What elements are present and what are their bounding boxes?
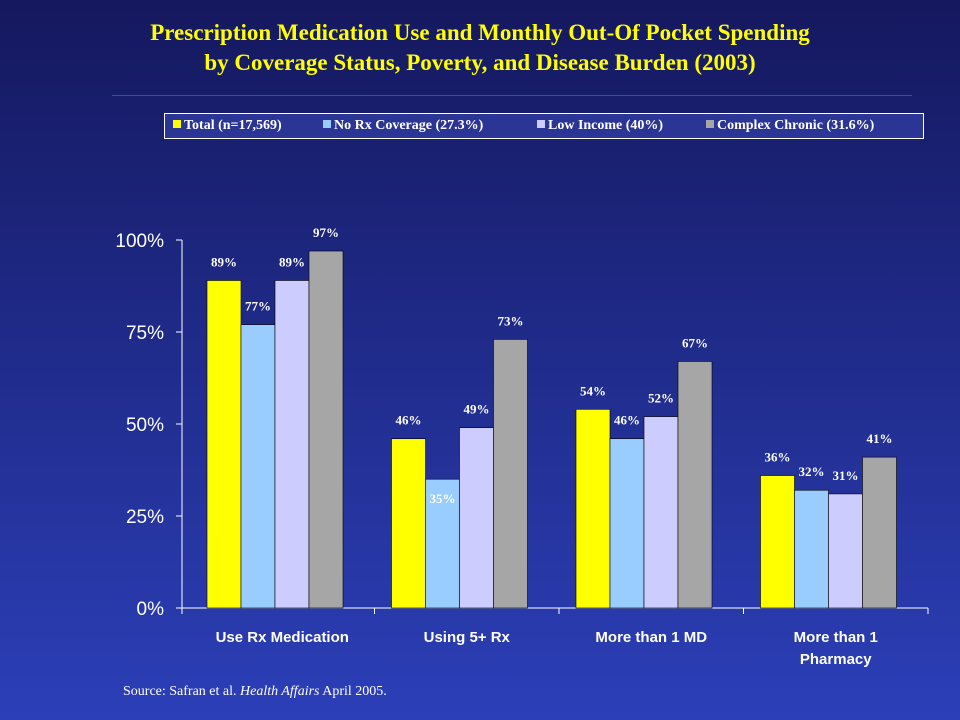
- legend-item-complex-chronic: Complex Chronic (31.6%): [706, 118, 874, 134]
- bar: [609, 438, 645, 609]
- bar: [459, 427, 494, 609]
- bar: [760, 475, 795, 609]
- data-label: 52%: [648, 391, 674, 406]
- bar: [794, 489, 829, 609]
- data-label: 46%: [614, 413, 640, 428]
- data-label: 67%: [682, 335, 708, 350]
- bar: [575, 408, 611, 609]
- bar: [862, 456, 897, 609]
- source-note: Source: Safran et al. Health Affairs Apr…: [123, 684, 387, 700]
- legend-swatch-total: [173, 120, 181, 128]
- bar: [206, 280, 242, 609]
- legend-item-total: Total (n=17,569): [173, 118, 282, 134]
- source-prefix: Source: Safran et al.: [123, 684, 237, 699]
- bar: [391, 438, 426, 609]
- legend-swatch-complex-chronic: [706, 120, 714, 128]
- data-label: 49%: [464, 402, 490, 417]
- data-label: 36%: [765, 450, 791, 465]
- data-label: 35%: [430, 491, 456, 506]
- x-category-label: Using 5+ Rx: [424, 629, 511, 646]
- x-category-label: More than 1: [794, 629, 878, 646]
- bar: [828, 493, 863, 609]
- legend-label-no-rx-coverage: No Rx Coverage (27.3%): [334, 118, 484, 133]
- y-tick-label: 25%: [126, 507, 164, 528]
- bar: [493, 339, 528, 609]
- data-label: 46%: [396, 413, 422, 428]
- x-category-label: Pharmacy: [800, 651, 872, 668]
- chart-title-line-1: Prescription Medication Use and Monthly …: [150, 20, 810, 45]
- data-label: 89%: [211, 254, 237, 269]
- x-category-label: More than 1 MD: [595, 629, 707, 646]
- data-label: 41%: [867, 431, 893, 446]
- legend-label-complex-chronic: Complex Chronic (31.6%): [717, 118, 875, 133]
- chart-title-line-2: by Coverage Status, Poverty, and Disease…: [204, 50, 756, 75]
- data-label: 97%: [313, 225, 339, 240]
- y-tick-label: 0%: [137, 599, 165, 620]
- legend-label-low-income: Low Income (40%): [548, 118, 664, 133]
- legend-item-low-income: Low Income (40%): [537, 118, 663, 134]
- legend-swatch-no-rx-coverage: [323, 120, 331, 128]
- y-tick-label: 75%: [126, 323, 164, 344]
- data-label: 89%: [279, 254, 305, 269]
- y-tick-label: 100%: [115, 231, 164, 252]
- legend-item-no-rx-coverage: No Rx Coverage (27.3%): [323, 118, 483, 134]
- bar: [308, 250, 344, 609]
- legend-swatch-low-income: [537, 120, 545, 128]
- bar: [274, 280, 310, 609]
- data-label: 31%: [833, 468, 859, 483]
- source-suffix: April 2005.: [322, 684, 387, 699]
- data-label: 73%: [498, 313, 524, 328]
- y-tick-label: 50%: [126, 415, 164, 436]
- chart-legend: Total (n=17,569) No Rx Coverage (27.3%) …: [164, 113, 924, 139]
- bar: [643, 416, 679, 609]
- data-label: 77%: [245, 299, 271, 314]
- data-label: 32%: [799, 464, 825, 479]
- source-journal: Health Affairs: [240, 684, 320, 699]
- x-category-label: Use Rx Medication: [216, 629, 349, 646]
- legend-label-total: Total (n=17,569): [184, 118, 282, 133]
- bar: [677, 361, 713, 609]
- bar: [240, 324, 276, 609]
- data-label: 54%: [580, 383, 606, 398]
- title-divider: [112, 95, 912, 96]
- bar: [425, 478, 460, 609]
